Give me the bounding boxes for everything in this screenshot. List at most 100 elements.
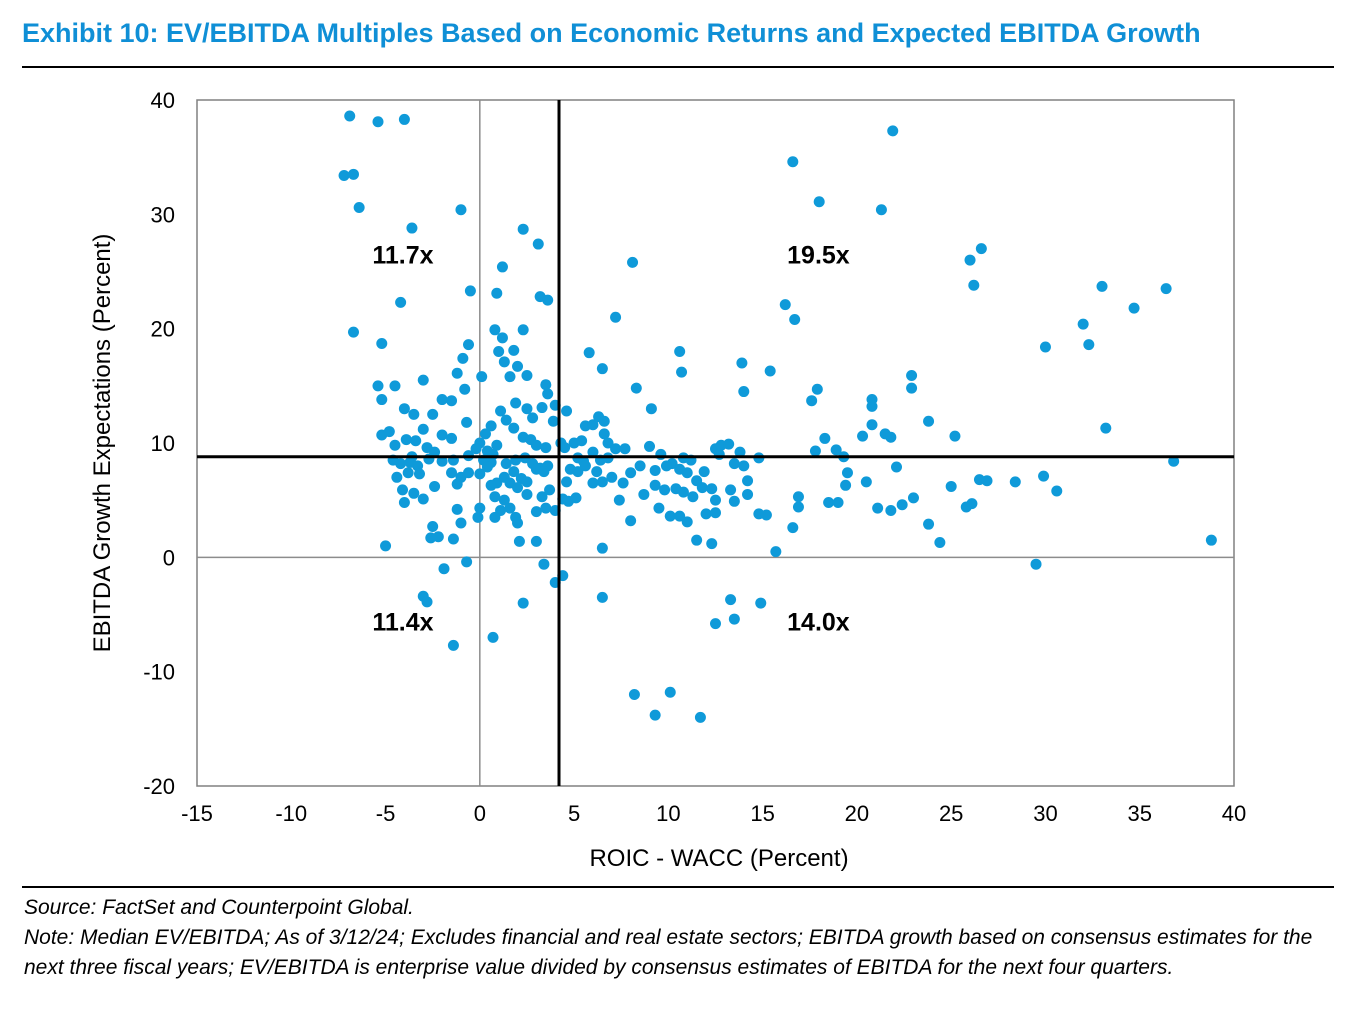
data-point <box>517 223 529 235</box>
data-point <box>455 204 467 216</box>
data-point <box>923 415 935 427</box>
data-point <box>536 402 548 414</box>
data-point <box>436 455 448 467</box>
data-point <box>875 204 887 216</box>
data-point <box>536 491 548 503</box>
data-point <box>417 493 429 505</box>
data-point <box>1128 302 1140 314</box>
data-point <box>809 445 821 457</box>
y-tick-label: 40 <box>151 88 175 113</box>
data-point <box>540 442 552 454</box>
data-point <box>447 639 459 651</box>
data-point <box>906 382 918 394</box>
data-point <box>885 504 897 516</box>
data-point <box>628 689 640 701</box>
data-point <box>681 467 693 479</box>
data-point <box>1009 476 1021 488</box>
data-point <box>436 394 448 406</box>
data-point <box>659 484 671 496</box>
data-point <box>674 346 686 358</box>
data-point <box>964 254 976 266</box>
data-point <box>723 438 735 450</box>
data-point <box>579 460 591 472</box>
data-point <box>1051 485 1063 497</box>
data-point <box>512 517 524 529</box>
data-point <box>840 479 852 491</box>
y-tick-label: 0 <box>163 545 175 570</box>
data-point <box>508 422 520 434</box>
data-point <box>664 686 676 698</box>
data-point <box>975 243 987 255</box>
data-point <box>451 478 463 490</box>
data-point <box>1168 455 1180 467</box>
data-point <box>830 444 842 456</box>
data-point <box>463 339 475 351</box>
x-tick-label: -15 <box>181 801 213 826</box>
methodology-note: Note: Median EV/EBITDA; As of 3/12/24; E… <box>24 926 1313 979</box>
data-point <box>372 116 384 128</box>
data-point <box>500 414 512 426</box>
data-point <box>738 386 750 398</box>
x-tick-label: 20 <box>845 801 869 826</box>
data-point <box>521 476 533 488</box>
quadrant-multiple-label: 11.7x <box>372 241 433 269</box>
data-point <box>610 443 622 455</box>
data-point <box>476 371 488 383</box>
data-point <box>625 515 637 527</box>
data-point <box>687 491 699 503</box>
data-point <box>887 125 899 137</box>
data-point <box>530 506 542 518</box>
data-point <box>491 287 503 299</box>
data-point <box>508 344 520 356</box>
data-point <box>561 405 573 417</box>
data-point <box>544 484 556 496</box>
x-tick-label: 40 <box>1222 801 1246 826</box>
data-point <box>764 365 776 377</box>
data-point <box>907 492 919 504</box>
data-point <box>728 458 740 470</box>
data-point <box>598 415 610 427</box>
data-point <box>513 535 525 547</box>
data-point <box>725 594 737 606</box>
data-point <box>496 332 508 344</box>
data-point <box>481 461 493 473</box>
x-tick-label: 30 <box>1033 801 1057 826</box>
data-point <box>402 467 414 479</box>
data-point <box>1030 558 1042 570</box>
data-point <box>457 352 469 364</box>
data-point <box>728 613 740 625</box>
data-point <box>596 476 608 488</box>
data-point <box>649 464 661 476</box>
data-point <box>344 110 356 122</box>
data-point <box>760 509 772 521</box>
y-tick-label: 20 <box>151 317 175 342</box>
x-tick-label: 15 <box>750 801 774 826</box>
data-point <box>461 556 473 568</box>
data-point <box>738 460 750 472</box>
data-point <box>489 324 501 336</box>
data-point <box>728 495 740 507</box>
title-rule <box>22 66 1334 68</box>
data-point <box>664 510 676 522</box>
data-point <box>427 520 439 532</box>
data-point <box>538 466 550 478</box>
data-point <box>530 535 542 547</box>
data-point <box>1100 422 1112 434</box>
data-point <box>653 502 665 514</box>
data-point <box>872 502 884 514</box>
data-point <box>613 494 625 506</box>
data-point <box>455 517 467 529</box>
data-point <box>813 196 825 208</box>
data-point <box>1096 280 1108 292</box>
plot-area: -15 -10 -5 0 5 10 15 20 25 30 35 40 -20 -10 0 10 20 30 40 1… <box>143 88 1246 826</box>
quadrant-multiple-label: 14.0x <box>787 609 850 637</box>
data-point <box>446 432 458 444</box>
data-point <box>559 442 571 454</box>
data-point <box>540 502 552 514</box>
data-point <box>498 356 510 368</box>
data-point <box>570 492 582 504</box>
y-tick-label: -20 <box>143 774 175 799</box>
data-point <box>866 394 878 406</box>
data-point <box>619 443 631 455</box>
data-point <box>517 597 529 609</box>
